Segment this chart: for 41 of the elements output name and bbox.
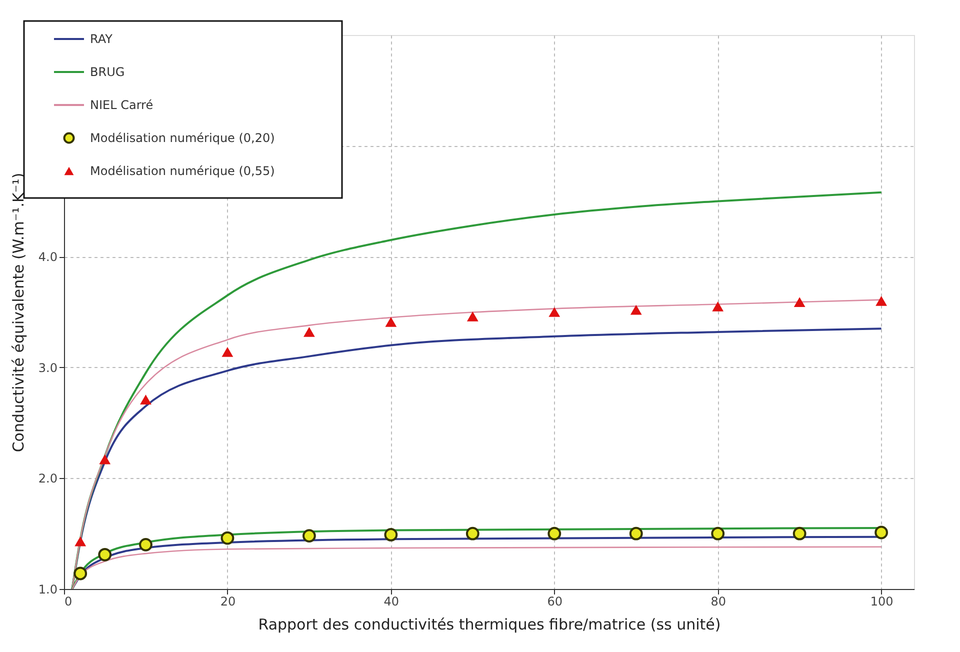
x-tick-label: 20 [220,594,236,608]
legend-label: Modélisation numérique (0,20) [90,131,275,145]
x-tick-label: 80 [710,594,726,608]
point [74,536,86,546]
x-tick-label: 60 [547,594,563,608]
point [874,526,888,540]
point [98,548,112,562]
point [385,317,397,327]
legend-label: RAY [90,32,114,46]
legend-label: Modélisation numérique (0,55) [90,164,275,178]
y-tick-label: 4.0 [38,250,58,264]
point [548,307,560,317]
y-tick-label: 3.0 [38,360,58,375]
point [630,304,642,315]
point [466,311,478,322]
legend-label: BRUG [90,65,125,79]
point [548,526,562,540]
point [302,529,316,543]
y-tick-label: 2.0 [38,472,58,486]
point [99,454,111,464]
point [303,327,315,337]
point [794,297,806,307]
point [711,526,725,540]
point [712,302,724,312]
point [220,531,234,545]
x-tick-label: 100 [870,594,894,608]
point [876,296,888,306]
point [629,526,643,540]
x-tick-label: 0 [64,594,72,608]
point [466,526,480,540]
y-axis-title: Conductivité équivalente (W.m⁻¹.K⁻¹) [9,172,28,452]
point [384,528,398,542]
legend-label: NIEL Carré [90,98,154,112]
y-tick-label: 1.0 [38,582,58,596]
x-axis-title: Rapport des conductivités thermiques fibre/matrice (ss unité) [258,616,721,634]
point [140,394,152,404]
x-tick-label: 40 [384,594,400,608]
point [222,346,234,357]
point [74,566,88,580]
point [792,526,806,540]
point [139,538,152,552]
